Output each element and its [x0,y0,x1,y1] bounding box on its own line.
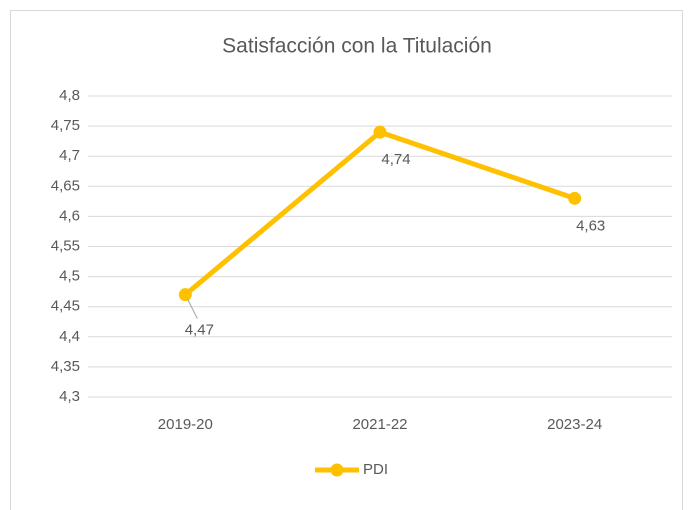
point [373,125,387,139]
point [568,191,582,205]
data-label: 4,47 [185,322,214,339]
leader-line [186,298,198,319]
y-tick-label: 4,7 [59,147,80,164]
y-tick-label: 4,6 [59,207,80,224]
x-tick-label: 2021-22 [352,416,407,433]
y-tick-label: 4,8 [59,87,80,104]
chart-title: Satisfacción con la Titulación [222,35,492,58]
y-tick-label: 4,45 [51,298,80,315]
point [178,288,192,302]
x-tick-label: 2023-24 [547,416,602,433]
legend-label: PDI [363,461,388,478]
data-label: 4,74 [381,151,410,168]
y-tick-label: 4,65 [51,177,80,194]
y-tick-label: 4,55 [51,237,80,254]
y-tick-label: 4,4 [59,328,80,345]
y-tick-label: 4,5 [59,268,80,285]
data-label: 4,63 [576,217,605,234]
x-tick-label: 2019-20 [158,416,213,433]
chart-border [10,10,683,510]
y-tick-label: 4,35 [51,358,80,375]
legend-marker [330,463,344,477]
y-tick-label: 4,75 [51,117,80,134]
y-tick-label: 4,3 [59,388,80,405]
